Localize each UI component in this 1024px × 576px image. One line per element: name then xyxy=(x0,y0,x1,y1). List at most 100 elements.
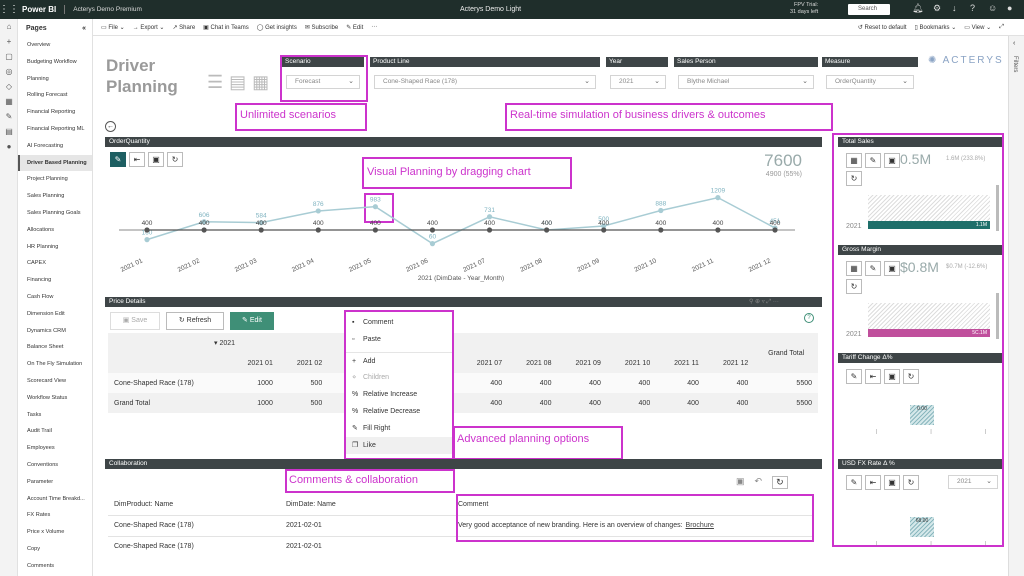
toolbar-item-file[interactable]: ▭ File ⌄ xyxy=(101,24,125,31)
data-point[interactable] xyxy=(772,227,778,233)
table-cell[interactable]: 400 xyxy=(687,399,699,407)
menu-item[interactable]: ⋄ Children xyxy=(346,369,452,386)
menu-item[interactable]: ❐ Like xyxy=(346,437,452,454)
toolbar-item-edit[interactable]: ✎ Edit xyxy=(346,24,364,31)
month-header[interactable]: 2021 08 xyxy=(508,353,558,373)
pin-icon[interactable]: ⇤ xyxy=(865,475,881,490)
menu-item[interactable]: ▫ Paste xyxy=(346,331,452,348)
home-icon[interactable]: ⌂ xyxy=(6,22,12,31)
page-item[interactable]: Parameter xyxy=(27,478,54,485)
data-point[interactable] xyxy=(715,227,721,233)
data-point[interactable] xyxy=(258,220,264,226)
table-cell[interactable]: 400 xyxy=(490,379,503,387)
app-launcher-icon[interactable]: ⋮⋮ xyxy=(0,4,19,15)
fullscreen-icon[interactable]: ⤢ xyxy=(999,23,1004,30)
data-point[interactable] xyxy=(601,227,607,233)
page-item[interactable]: AI Forecasting xyxy=(27,142,64,149)
table-cell[interactable]: 400 xyxy=(638,399,651,407)
page-item[interactable]: Rolling Forecast xyxy=(27,92,68,99)
table-cell[interactable]: 400 xyxy=(589,379,601,387)
feedback-icon[interactable]: ☺ xyxy=(988,3,998,13)
refresh-icon[interactable]: ↻ xyxy=(903,369,919,384)
page-item[interactable]: Sales Planning Goals xyxy=(27,209,81,216)
refresh-icon[interactable]: ↻ xyxy=(903,475,919,490)
document-icon[interactable]: ▤ xyxy=(229,72,247,92)
toolbar-item-export[interactable]: → Export ⌄ xyxy=(132,24,165,31)
page-item[interactable]: Employees xyxy=(27,445,55,452)
mini-value-tile[interactable]: 0.00 xyxy=(910,405,934,425)
page-item[interactable]: HR Planning xyxy=(27,243,59,250)
page-item[interactable]: Allocations xyxy=(27,226,55,233)
table-cell[interactable]: 400 xyxy=(490,399,503,407)
grid-icon[interactable]: ▦ xyxy=(846,261,862,276)
pencil-icon[interactable]: ✎ xyxy=(846,475,862,490)
data-point[interactable] xyxy=(315,208,321,214)
menu-item[interactable]: % Relative Decrease xyxy=(346,403,452,420)
page-item[interactable]: Overview xyxy=(27,42,51,48)
pencil-icon[interactable]: ✎ xyxy=(110,152,126,167)
workspace-current-icon[interactable]: ● xyxy=(6,142,12,151)
data-point[interactable] xyxy=(715,195,721,201)
col-header-comment[interactable]: Comment xyxy=(452,494,814,516)
save-icon[interactable]: ▣ xyxy=(884,369,900,384)
back-arrow-icon[interactable]: ← xyxy=(105,121,116,132)
col-header-date[interactable]: DimDate: Name xyxy=(280,494,452,516)
page-item[interactable]: Workflow Status xyxy=(27,394,68,401)
data-point[interactable] xyxy=(201,227,207,233)
save-icon[interactable]: ▣ xyxy=(884,475,900,490)
table-cell[interactable]: 500 xyxy=(310,379,323,387)
data-point[interactable] xyxy=(429,241,436,247)
page-item[interactable]: FX Rates xyxy=(27,512,51,519)
view-button[interactable]: ▭ View ⌄ xyxy=(964,24,992,31)
refresh-button[interactable]: ↻ Refresh xyxy=(166,312,224,330)
page-item[interactable]: Sales Planning xyxy=(27,193,65,200)
menu-item[interactable]: + Add xyxy=(346,352,452,369)
list-icon[interactable]: ☰ xyxy=(207,72,224,92)
data-point[interactable] xyxy=(372,204,378,210)
table-cell[interactable]: 400 xyxy=(589,399,601,407)
month-header[interactable]: 2021 11 xyxy=(656,353,705,373)
metrics-icon[interactable]: ◇ xyxy=(5,82,13,91)
page-item[interactable]: CAPEX xyxy=(27,260,46,267)
menu-item[interactable]: ✎ Fill Right xyxy=(346,420,452,437)
save-button[interactable]: ▣ Save xyxy=(110,312,160,330)
chevron-left-icon[interactable]: ‹ xyxy=(1013,40,1016,47)
page-item[interactable]: Tasks xyxy=(27,411,42,418)
toolbar-item-share[interactable]: ↗ Share xyxy=(172,24,196,31)
page-item[interactable]: On The Fly Simulation xyxy=(27,361,83,368)
workspaces-icon[interactable]: ▤ xyxy=(5,127,13,136)
fx-year-dropdown[interactable]: 2021 ⌄ xyxy=(948,475,998,489)
data-point[interactable] xyxy=(258,227,264,233)
undo-icon[interactable]: ↶ xyxy=(754,476,763,486)
sales-person-dropdown[interactable]: Blythe Michael ⌄ xyxy=(678,75,814,89)
data-hub-icon[interactable]: ◎ xyxy=(5,67,13,76)
bell-icon[interactable]: 🔔︎ xyxy=(912,3,924,13)
page-item[interactable]: Planning xyxy=(27,75,49,82)
page-item[interactable]: Copy xyxy=(27,545,41,552)
help-icon[interactable]: ? xyxy=(970,3,976,13)
learn-icon[interactable]: ✎ xyxy=(5,112,13,121)
table-cell[interactable]: 400 xyxy=(736,399,749,407)
page-item[interactable]: Dynamics CRM xyxy=(27,327,66,334)
refresh-icon[interactable]: ↻ xyxy=(846,171,862,186)
page-item[interactable]: Comments xyxy=(27,562,55,569)
edit-button[interactable]: ✎ Edit xyxy=(230,312,274,330)
scenario-dropdown[interactable]: Forecast ⌄ xyxy=(286,75,360,89)
data-point[interactable] xyxy=(486,227,493,233)
toolbar-item-subscribe[interactable]: ✉ Subscribe xyxy=(304,24,339,31)
page-item[interactable]: Dimension Edit xyxy=(27,310,65,317)
data-point[interactable] xyxy=(486,214,493,220)
month-header[interactable]: 2021 07 xyxy=(458,353,509,373)
data-point[interactable] xyxy=(658,207,664,214)
pin-icon[interactable]: ⇤ xyxy=(865,369,881,384)
table-cell[interactable]: 1000 xyxy=(257,399,273,407)
save-icon[interactable]: ▣ xyxy=(148,152,164,167)
table-cell[interactable]: 400 xyxy=(687,379,699,387)
toolbar-item-insights[interactable]: ◯ Get insights xyxy=(256,24,297,31)
browse-icon[interactable]: ▢ xyxy=(5,52,13,61)
page-item[interactable]: Account Time Breakd... xyxy=(27,495,85,502)
data-point[interactable] xyxy=(315,227,321,233)
page-item[interactable]: Financial Reporting xyxy=(27,109,76,116)
month-header[interactable]: 2021 10 xyxy=(606,353,657,373)
